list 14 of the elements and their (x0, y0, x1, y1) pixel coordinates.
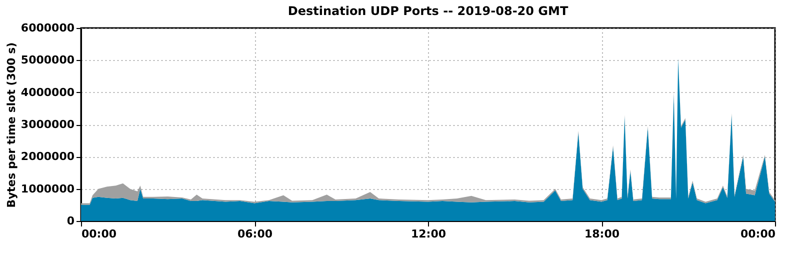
x-tick-label: 00:00 (740, 228, 776, 240)
y-tick-label: 0 (66, 214, 75, 228)
y-tick-label: 2000000 (20, 150, 75, 164)
y-tick-label: 1000000 (20, 182, 75, 196)
y-tick-label: 6000000 (20, 22, 75, 34)
x-tick-label: 18:00 (584, 228, 620, 240)
y-tick-label: 3000000 (20, 118, 75, 131)
x-tick-label: 12:00 (410, 228, 446, 240)
y-tick-label: 5000000 (20, 54, 75, 67)
chart-title: Destination UDP Ports -- 2019-08-20 GMT (288, 4, 569, 18)
y-axis-title: Bytes per time slot (300 s) (4, 42, 18, 208)
x-tick-label: 00:00 (82, 228, 117, 240)
x-tick-label: 06:00 (237, 228, 273, 240)
y-tick-label: 4000000 (20, 86, 75, 99)
